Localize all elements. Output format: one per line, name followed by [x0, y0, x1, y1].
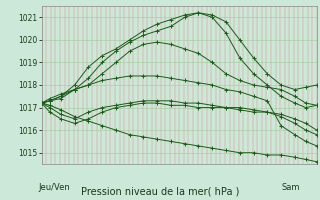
Text: Pression niveau de la mer( hPa ): Pression niveau de la mer( hPa ) [81, 186, 239, 196]
Text: Sam: Sam [282, 183, 300, 192]
Text: Jeu/Ven: Jeu/Ven [38, 183, 70, 192]
